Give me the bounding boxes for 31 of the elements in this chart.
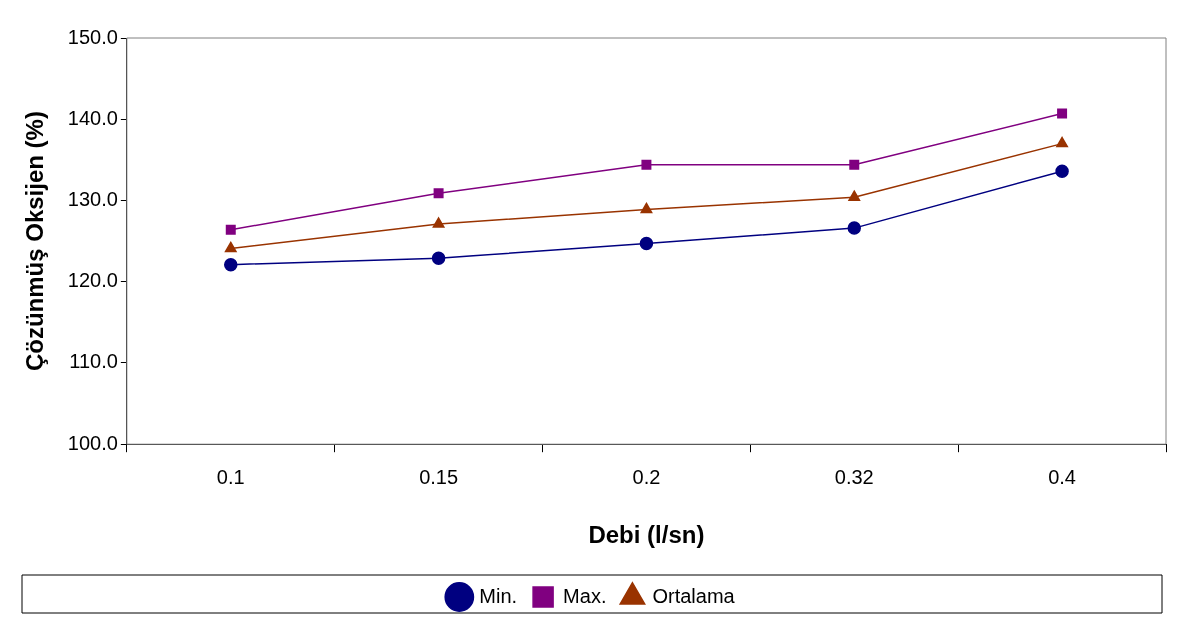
point bbox=[1055, 164, 1069, 178]
y-tick-label: 150.0 bbox=[67, 25, 118, 48]
x-tick-label: 0.15 bbox=[419, 465, 459, 488]
legend-label: Max. bbox=[563, 584, 607, 607]
legend-label: Ortalama bbox=[652, 584, 736, 607]
x-tick-label: 0.32 bbox=[834, 465, 874, 488]
point bbox=[433, 188, 444, 199]
point bbox=[432, 217, 445, 228]
point bbox=[224, 257, 238, 272]
x-tick-label: 0.2 bbox=[632, 465, 661, 488]
point bbox=[847, 221, 862, 235]
y-axis-title: Çözünmüş Oksijen (%) bbox=[21, 111, 49, 372]
point bbox=[225, 224, 236, 235]
y-tick-label: 100.0 bbox=[67, 431, 118, 454]
point bbox=[641, 159, 652, 170]
legend-label: Min. bbox=[479, 584, 518, 607]
x-axis-title: Debi (l/sn) bbox=[588, 521, 705, 549]
point bbox=[224, 241, 237, 253]
x-tick-label: 0.4 bbox=[1048, 465, 1076, 488]
point bbox=[431, 251, 446, 265]
y-tick-label: 140.0 bbox=[67, 106, 118, 129]
point bbox=[639, 236, 654, 251]
y-tick-label: 120.0 bbox=[67, 269, 118, 292]
x-tick-label: 0.1 bbox=[216, 465, 245, 488]
point bbox=[1057, 108, 1068, 119]
point bbox=[640, 202, 653, 214]
point bbox=[1056, 136, 1069, 148]
y-tick-label: 130.0 bbox=[67, 188, 118, 210]
point bbox=[848, 190, 861, 201]
point bbox=[849, 159, 860, 170]
y-tick-label: 110.0 bbox=[69, 350, 118, 373]
